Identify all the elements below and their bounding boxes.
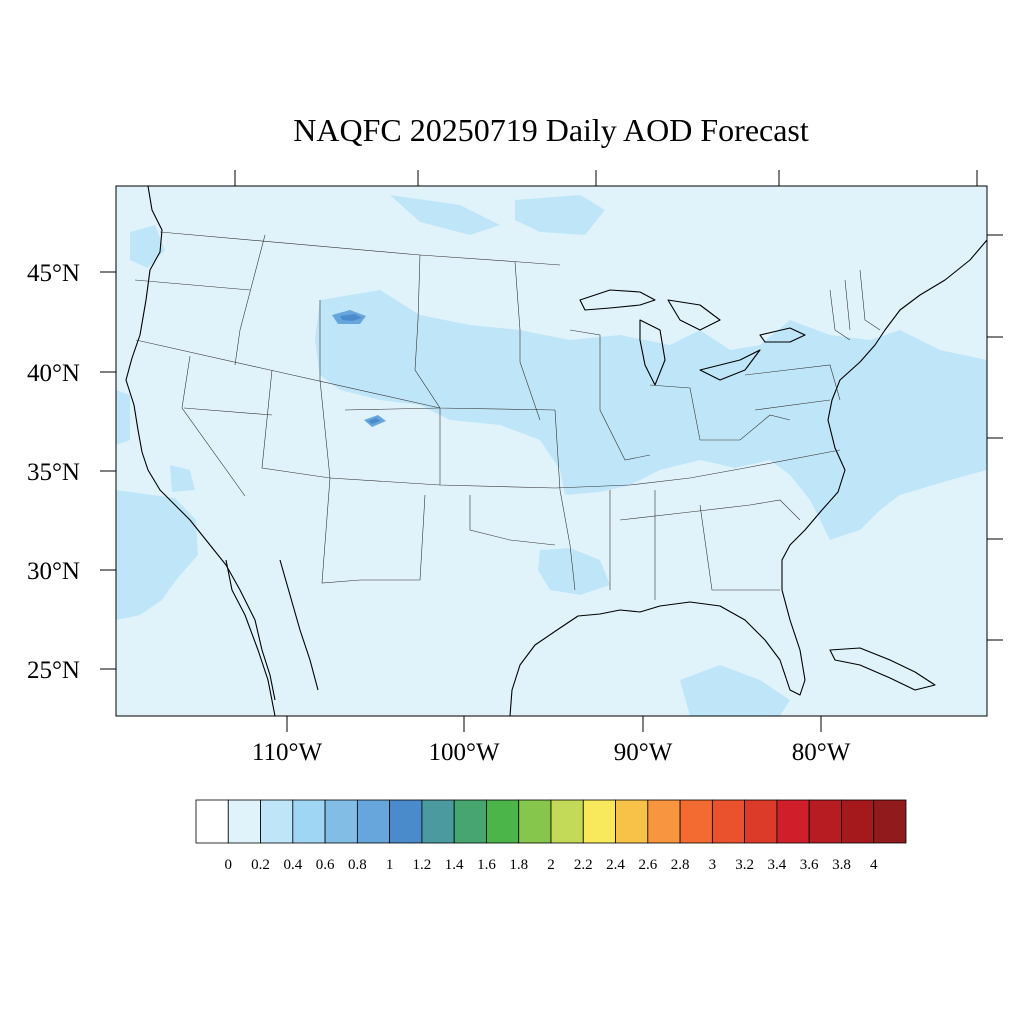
colorbar-tick-label: 0.8 xyxy=(348,857,367,873)
bottom-axis-ticks xyxy=(286,716,822,732)
colorbar-swatch xyxy=(615,799,649,844)
colorbar-swatch xyxy=(292,799,326,844)
colorbar-tick-label: 0.2 xyxy=(251,857,270,873)
aod-gulf-region xyxy=(538,548,610,595)
aod-pacific-west-region xyxy=(116,490,198,620)
lat-label-30: 30°N xyxy=(27,558,80,585)
colorbar-tick-label: 3.2 xyxy=(735,857,754,873)
colorbar-swatch xyxy=(744,799,778,844)
colorbar-tick-label: 1 xyxy=(386,857,394,873)
state-boundaries xyxy=(134,231,881,600)
colorbar-tick-label: 2.8 xyxy=(671,857,690,873)
aod-high-patches xyxy=(332,310,386,427)
colorbar-tick-label: 3.8 xyxy=(832,857,851,873)
map-title: NAQFC 20250719 Daily AOD Forecast xyxy=(293,112,809,148)
lon-label-100w: 100°W xyxy=(428,739,499,766)
aod-colorbar: 0 0.2 0.4 0.6 0.8 1 1.2 1.4 1.6 1.8 2 2.2 2.4 2.6 2.8 3… xyxy=(195,799,907,873)
colorbar-tick-label: 1.4 xyxy=(445,857,464,873)
map-panel: 45°N 40°N 35°N 30°N 25°N 110°W 100°W 90°… xyxy=(27,170,1003,766)
colorbar-swatch xyxy=(776,799,810,844)
colorbar-tick-label: 1.8 xyxy=(509,857,528,873)
lon-label-80w: 80°W xyxy=(792,739,851,766)
colorbar-tick-label: 2 xyxy=(547,857,555,873)
colorbar-swatch xyxy=(647,799,681,844)
colorbar-tick-label: 3.4 xyxy=(768,857,787,873)
colorbar-swatch xyxy=(389,799,423,844)
colorbar-tick-label: 2.2 xyxy=(574,857,593,873)
right-axis-ticks xyxy=(987,234,1003,641)
colorbar-tick-label: 1.2 xyxy=(413,857,432,873)
top-axis-ticks xyxy=(234,170,978,186)
latitude-labels: 45°N 40°N 35°N 30°N 25°N xyxy=(27,260,80,684)
aod-pacific-north-region xyxy=(130,225,165,268)
colorbar-swatch xyxy=(260,799,294,844)
colorbar-tick-label: 2.6 xyxy=(638,857,657,873)
colorbar-swatch xyxy=(421,799,455,844)
colorbar-tick-label: 4 xyxy=(870,857,878,873)
colorbar-tick-label: 3.6 xyxy=(800,857,819,873)
mexico-coastline xyxy=(225,559,319,716)
colorbar-tick-label: 1.6 xyxy=(477,857,496,873)
aod-canada-east-region xyxy=(515,195,605,235)
lat-label-40: 40°N xyxy=(27,360,80,387)
aod-caribbean-region xyxy=(680,665,790,716)
map-frame xyxy=(115,185,988,717)
lat-label-25: 25°N xyxy=(27,657,80,684)
aod-great-plains-region xyxy=(315,290,987,540)
colorbar-swatch xyxy=(582,799,616,844)
colorbar-swatch xyxy=(841,799,875,844)
aod-enhanced-regions xyxy=(116,195,987,716)
colorbar-swatch xyxy=(711,799,746,844)
colorbar-tick-label: 0.6 xyxy=(316,857,335,873)
colorbar-swatch xyxy=(808,799,842,844)
colorbar-swatch xyxy=(518,799,552,844)
colorbar-swatch xyxy=(356,799,391,844)
colorbar-swatch xyxy=(550,799,584,844)
colorbar-tick-label: 0.4 xyxy=(283,857,302,873)
cuba-outline xyxy=(829,647,936,691)
aod-wyoming-peak xyxy=(340,314,362,321)
gulf-coastline xyxy=(509,239,987,716)
great-lakes-outline xyxy=(579,289,806,386)
lon-label-90w: 90°W xyxy=(614,739,673,766)
colorbar-swatch xyxy=(873,799,907,844)
colorbar-swatch xyxy=(486,799,520,844)
colorbar-tick-label: 3 xyxy=(709,857,717,873)
colorbar-swatch xyxy=(324,799,358,844)
colorbar-tick-label: 2.4 xyxy=(606,857,625,873)
colorbar-swatch xyxy=(227,799,261,844)
colorbar-swatch xyxy=(195,799,229,844)
lon-label-110w: 110°W xyxy=(252,739,323,766)
colorbar-swatch xyxy=(679,799,713,844)
us-coastline xyxy=(125,186,276,701)
colorbar-swatch xyxy=(453,799,487,844)
lat-label-35: 35°N xyxy=(27,459,80,486)
aod-colorado-peak xyxy=(368,418,380,424)
left-axis-ticks xyxy=(100,271,116,670)
aod-southwest-region xyxy=(170,465,195,492)
aod-northwest-region xyxy=(116,390,130,445)
colorbar-tick-label: 0 xyxy=(225,857,233,873)
longitude-labels: 110°W 100°W 90°W 80°W xyxy=(252,739,851,766)
lat-label-45: 45°N xyxy=(27,260,80,287)
aod-canada-region xyxy=(390,195,500,235)
